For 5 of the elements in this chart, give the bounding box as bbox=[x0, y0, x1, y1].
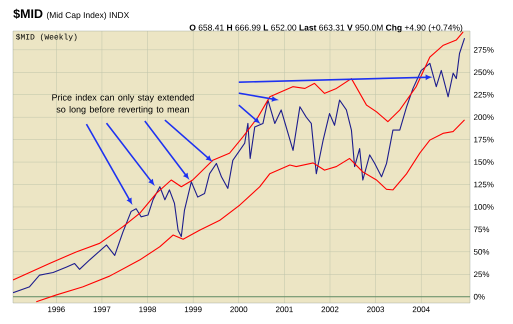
text: O 658.41 H 666.99 L 652.00 Last 663.31 V 950.0M Chg +4.90 (+0.74%) bbox=[190, 24, 462, 32]
line-series bbox=[36, 119, 466, 302]
chart-title: $MID bbox=[13, 8, 42, 19]
annotation: Price index can only stay extended so long before reverting to mean bbox=[52, 94, 194, 114]
chart-subtitle: (Mid Cap Index) INDX bbox=[46, 12, 130, 20]
